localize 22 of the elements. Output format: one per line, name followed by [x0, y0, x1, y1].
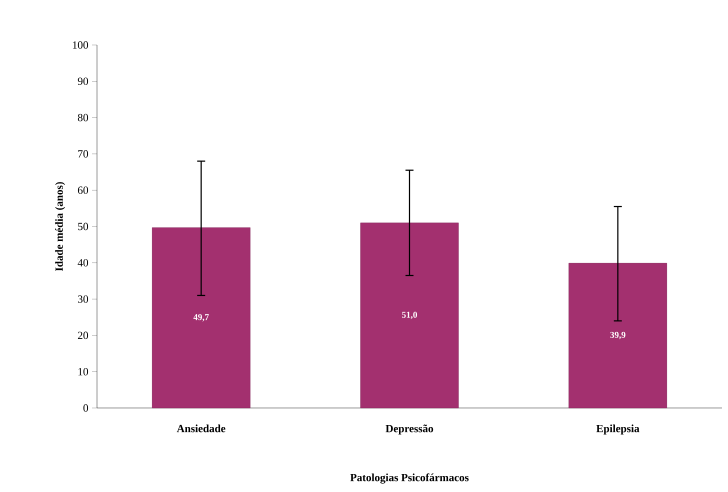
y-axis-title: Idade média (anos): [55, 182, 66, 272]
y-tick-label: 80: [78, 114, 88, 122]
x-axis-title: Patologias Psicofármacos: [350, 473, 469, 484]
y-tick-label: 30: [78, 295, 88, 303]
bar: [152, 227, 250, 408]
y-tick-label: 50: [78, 222, 88, 230]
y-tick-label: 20: [78, 332, 88, 340]
x-tick-label: Ansiedade: [176, 424, 226, 432]
y-tick-label: 60: [78, 186, 88, 194]
y-tick-label: 40: [78, 259, 88, 267]
y-tick-label: 70: [78, 150, 88, 158]
bar: [568, 262, 668, 408]
y-tick-label: 100: [72, 41, 88, 49]
y-tick-label: 0: [83, 404, 88, 412]
data-label: 49,7: [193, 314, 209, 322]
y-tick-label: 10: [78, 368, 88, 376]
data-label: 39,9: [610, 332, 626, 340]
bar: [360, 222, 459, 408]
data-label: 51,0: [402, 312, 418, 320]
y-tick-label: 90: [78, 78, 88, 86]
x-tick-label: Epilepsia: [596, 424, 640, 434]
x-tick-label: Depressão: [386, 424, 434, 435]
